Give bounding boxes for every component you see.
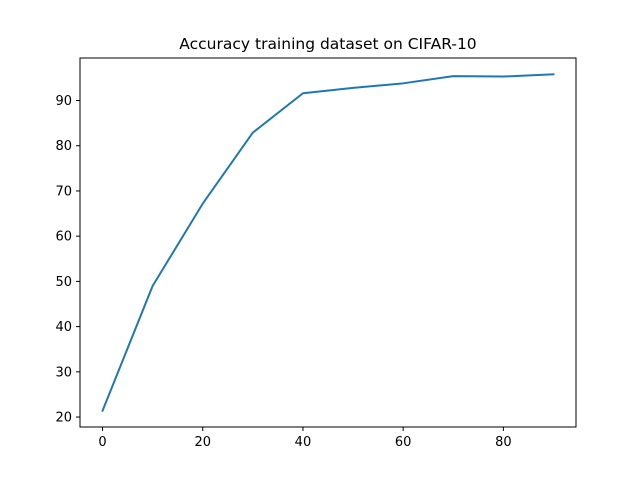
x-tick-label: 20 bbox=[194, 435, 211, 450]
y-tick-label: 70 bbox=[55, 184, 72, 199]
y-tick-label: 80 bbox=[55, 139, 72, 154]
y-tick-label: 20 bbox=[55, 411, 72, 426]
x-tick-label: 80 bbox=[495, 435, 512, 450]
y-tick-label: 90 bbox=[55, 94, 72, 109]
x-axis: 0 20 40 60 80 bbox=[98, 427, 512, 450]
y-tick-label: 50 bbox=[55, 275, 72, 290]
series-line bbox=[101, 73, 555, 413]
plot-area bbox=[101, 73, 555, 413]
y-tick-label: 30 bbox=[55, 365, 72, 380]
y-tick-label: 60 bbox=[55, 230, 72, 245]
x-tick-label: 0 bbox=[98, 435, 106, 450]
chart-title: Accuracy training dataset on CIFAR-10 bbox=[179, 35, 476, 53]
x-tick-label: 60 bbox=[395, 435, 412, 450]
y-tick-label: 40 bbox=[55, 320, 72, 335]
axes-frame bbox=[79, 57, 577, 428]
x-tick-label: 40 bbox=[295, 435, 312, 450]
y-axis: 20 30 40 50 60 70 80 90 bbox=[55, 94, 80, 426]
